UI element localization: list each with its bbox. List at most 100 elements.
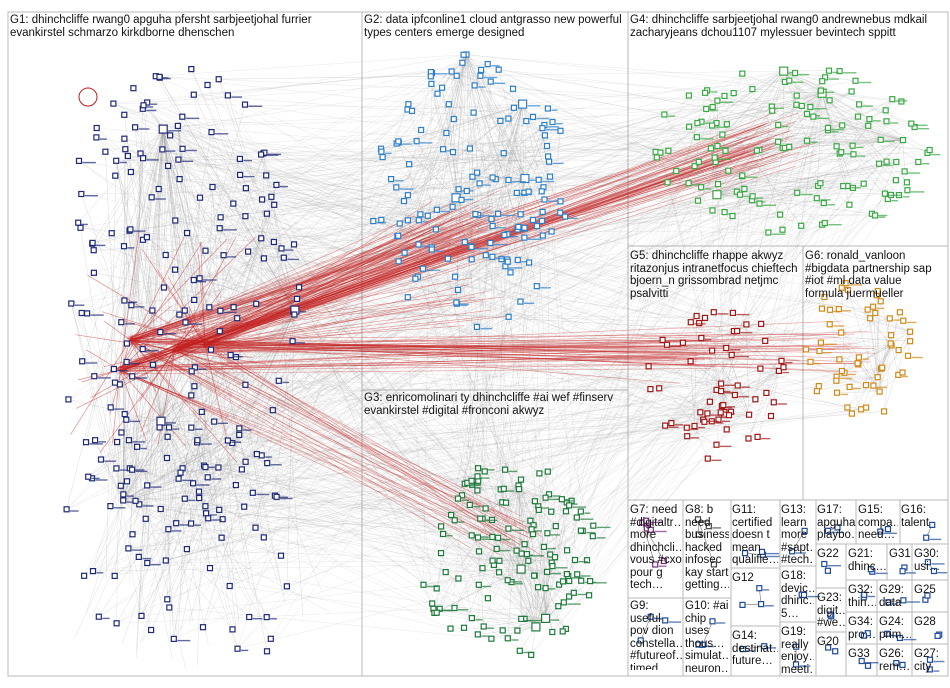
edge [507,126,690,235]
edge [134,127,508,581]
edge [120,223,439,372]
edge [446,54,467,134]
edge [237,141,399,649]
edge [162,129,176,270]
node-tag [584,512,591,514]
node-g1 [110,365,118,373]
nodes [63,51,948,673]
edge [736,330,780,372]
node-g5 [762,337,769,344]
node-g5 [725,412,733,419]
edge [451,71,729,171]
edge [120,144,758,369]
node-g1 [259,196,266,203]
edge [205,495,275,507]
node-g1 [217,307,224,314]
edge [462,62,881,141]
node-g8 [705,523,712,530]
edge [123,466,206,501]
edge [92,562,552,572]
edge [716,414,750,445]
group-label-g9: G9: useful pov dion constella… #futureof… [630,600,682,670]
edge [194,385,489,599]
edge [169,607,492,639]
node-g5 [757,320,765,327]
edge [716,150,758,195]
node-g6 [895,347,902,354]
edge [219,227,878,292]
edge [273,241,455,609]
edge [292,341,570,582]
node-g3 [585,592,593,599]
edge [712,124,779,211]
node-tag [285,249,294,251]
node-g1 [164,596,171,603]
node-g4 [836,67,843,75]
node-g4 [653,154,660,161]
edge [707,149,930,459]
node-g4 [769,107,776,114]
edge [407,220,548,572]
node-g1 [246,613,253,621]
edge [477,485,519,538]
edge [239,148,712,429]
node-tag [902,196,910,198]
edge [170,135,400,224]
edge [520,147,783,302]
node-g1 [90,269,98,276]
edge [122,158,144,501]
node-g2 [487,78,494,85]
edge [435,229,508,235]
edge [191,68,437,589]
edge [197,234,505,441]
edge [105,62,463,152]
edge [589,421,705,582]
edge [748,370,780,439]
edge [186,178,392,550]
node-g2 [424,212,431,219]
node-g3 [565,593,573,600]
edge [480,69,802,227]
node-tag [200,443,212,445]
edge [123,500,330,613]
edge [218,147,785,468]
node-g2 [505,115,512,122]
edge [134,127,323,593]
edge [219,227,769,233]
edge [239,434,546,498]
edge [207,340,724,346]
edge [131,236,430,343]
node-tag [698,427,706,429]
edge [485,104,523,256]
node-g2 [557,209,564,216]
edge [128,150,758,441]
node-g1 [230,304,237,311]
edge [829,309,880,392]
node-g2 [428,80,435,88]
node-g1 [89,567,97,575]
node-g3 [502,499,510,506]
node-tag [878,216,886,218]
edge [81,193,162,422]
edge [380,107,514,149]
edge [204,212,446,341]
node-g5 [647,386,654,393]
edge [117,196,464,370]
node-tag [777,403,788,405]
edge [131,179,896,306]
node-tag [720,390,731,393]
edge [205,346,688,349]
node-tag [279,185,288,188]
edge [270,261,509,639]
edge [524,128,543,179]
edge [441,87,509,529]
edge [230,339,663,356]
node-tag [568,217,578,219]
edge [80,227,899,351]
edge [114,382,207,514]
edge [113,368,252,607]
edge [152,364,223,520]
node-g1 [206,564,214,572]
node-g1 [111,572,118,580]
node-g4 [849,142,856,149]
